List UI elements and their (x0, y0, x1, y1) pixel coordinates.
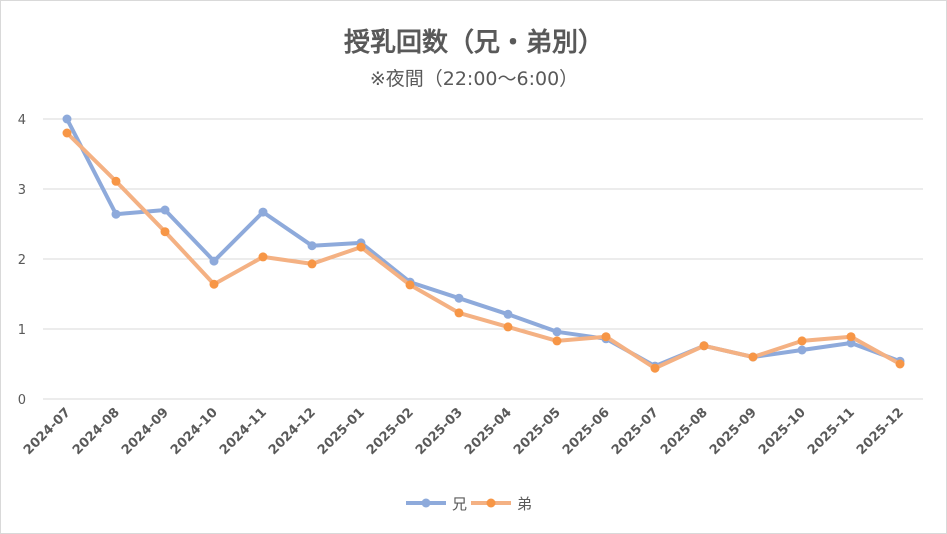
data-point (356, 242, 366, 252)
x-tick-label: 2025-06 (560, 405, 613, 458)
x-tick-label: 2025-11 (805, 405, 858, 458)
x-tick-label: 2025-09 (707, 405, 760, 458)
data-point (699, 341, 709, 351)
x-tick-label: 2025-12 (854, 405, 907, 458)
data-point (307, 241, 317, 251)
data-point (209, 279, 219, 289)
x-tick-label: 2024-09 (119, 405, 172, 458)
data-point (797, 336, 807, 346)
legend-marker (486, 498, 496, 508)
data-point (258, 252, 268, 262)
data-point (307, 259, 317, 269)
data-point (454, 308, 464, 318)
chart-subtitle: ※夜間（22:00～6:00） (370, 68, 578, 90)
y-tick-label: 0 (18, 393, 26, 408)
data-point (748, 352, 758, 362)
data-point (405, 280, 415, 290)
data-point (650, 363, 660, 373)
y-tick-label: 1 (18, 323, 26, 338)
data-point (552, 327, 562, 337)
x-tick-label: 2025-07 (609, 405, 662, 458)
x-tick-label: 2024-07 (21, 405, 74, 458)
data-point (846, 332, 856, 342)
y-tick-label: 2 (18, 253, 26, 268)
data-point (62, 114, 72, 124)
data-point (258, 207, 268, 217)
x-tick-label: 2025-10 (756, 405, 809, 458)
data-point (797, 345, 807, 355)
x-tick-label: 2025-05 (511, 405, 564, 458)
x-tick-label: 2024-12 (266, 405, 319, 458)
legend-marker (421, 498, 431, 508)
x-tick-label: 2024-10 (168, 405, 221, 458)
data-point (552, 336, 562, 346)
data-point (601, 332, 611, 342)
chart-title: 授乳回数（兄・弟別） (344, 28, 604, 58)
data-point (160, 227, 170, 237)
data-point (111, 176, 121, 186)
x-tick-label: 2024-08 (70, 405, 123, 458)
x-tick-label: 2025-02 (364, 405, 417, 458)
legend-label: 兄 (452, 495, 467, 513)
y-tick-label: 4 (18, 113, 26, 128)
series-line (65, 131, 901, 371)
data-point (503, 309, 513, 319)
series-younger (62, 128, 905, 373)
legend-label: 弟 (517, 495, 532, 513)
data-point (111, 209, 121, 219)
series-elder (62, 114, 905, 371)
x-tick-label: 2025-03 (413, 405, 466, 458)
x-tick-label: 2024-11 (217, 405, 270, 458)
data-point (846, 338, 856, 348)
x-tick-label: 2025-01 (315, 405, 368, 458)
data-point (160, 205, 170, 215)
x-tick-label: 2025-08 (658, 405, 711, 458)
x-tick-label: 2025-04 (462, 405, 515, 458)
data-point (62, 128, 72, 138)
data-point (895, 359, 905, 369)
y-tick-label: 3 (18, 183, 26, 198)
data-point (209, 256, 219, 266)
data-point (454, 293, 464, 303)
data-point (503, 322, 513, 332)
